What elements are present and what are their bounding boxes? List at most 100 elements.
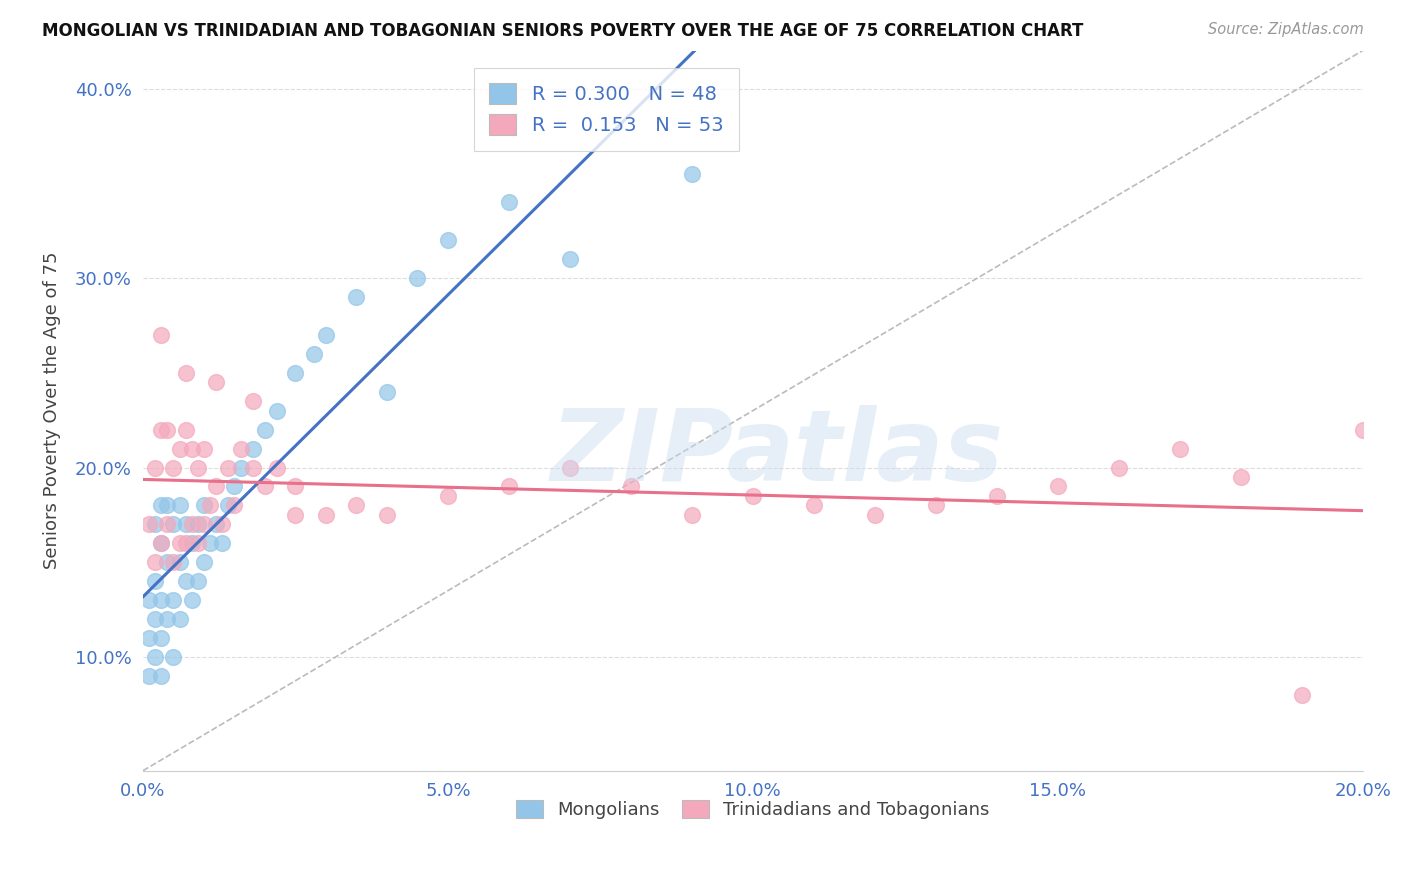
Point: [1229, 470, 1251, 484]
Point: [498, 195, 520, 210]
Point: [180, 536, 202, 550]
Point: [180, 593, 202, 607]
Point: [169, 499, 191, 513]
Point: [193, 442, 215, 456]
Point: [242, 460, 264, 475]
Point: [1351, 423, 1374, 437]
Point: [224, 479, 246, 493]
Point: [1168, 442, 1191, 456]
Point: [229, 460, 252, 475]
Point: [193, 555, 215, 569]
Point: [437, 233, 460, 247]
Point: [174, 574, 197, 589]
Point: [156, 555, 179, 569]
Point: [143, 612, 166, 626]
Point: [681, 508, 703, 522]
Point: [156, 612, 179, 626]
Point: [253, 479, 276, 493]
Point: [143, 460, 166, 475]
Y-axis label: Seniors Poverty Over the Age of 75: Seniors Poverty Over the Age of 75: [44, 252, 60, 569]
Point: [344, 499, 367, 513]
Point: [169, 442, 191, 456]
Point: [253, 423, 276, 437]
Point: [143, 574, 166, 589]
Point: [205, 517, 228, 532]
Point: [302, 347, 325, 361]
Point: [162, 517, 184, 532]
Point: [229, 442, 252, 456]
Point: [162, 650, 184, 665]
Point: [156, 499, 179, 513]
Point: [406, 271, 429, 285]
Point: [1108, 460, 1130, 475]
Point: [138, 631, 160, 645]
Point: [803, 499, 825, 513]
Point: [174, 423, 197, 437]
Point: [198, 536, 221, 550]
Point: [193, 517, 215, 532]
Point: [150, 536, 173, 550]
Point: [863, 508, 886, 522]
Point: [180, 442, 202, 456]
Text: MONGOLIAN VS TRINIDADIAN AND TOBAGONIAN SENIORS POVERTY OVER THE AGE OF 75 CORRE: MONGOLIAN VS TRINIDADIAN AND TOBAGONIAN …: [42, 22, 1084, 40]
Point: [156, 423, 179, 437]
Point: [169, 612, 191, 626]
Point: [169, 555, 191, 569]
Point: [925, 499, 948, 513]
Point: [1046, 479, 1069, 493]
Point: [150, 499, 173, 513]
Point: [211, 517, 233, 532]
Point: [375, 508, 398, 522]
Point: [375, 384, 398, 399]
Point: [205, 376, 228, 390]
Point: [150, 327, 173, 342]
Point: [143, 555, 166, 569]
Point: [217, 499, 239, 513]
Point: [138, 517, 160, 532]
Point: [242, 394, 264, 409]
Point: [138, 669, 160, 683]
Text: ZIPatlas: ZIPatlas: [551, 405, 1004, 502]
Point: [198, 499, 221, 513]
Point: [1291, 688, 1313, 702]
Point: [150, 669, 173, 683]
Point: [187, 517, 209, 532]
Point: [156, 517, 179, 532]
Point: [150, 423, 173, 437]
Point: [162, 593, 184, 607]
Point: [315, 508, 337, 522]
Point: [187, 536, 209, 550]
Point: [315, 327, 337, 342]
Point: [558, 252, 581, 266]
Point: [437, 489, 460, 503]
Point: [150, 631, 173, 645]
Point: [681, 167, 703, 181]
Point: [284, 479, 307, 493]
Point: [620, 479, 643, 493]
Point: [174, 366, 197, 380]
Point: [187, 460, 209, 475]
Point: [558, 460, 581, 475]
Point: [284, 508, 307, 522]
Point: [169, 536, 191, 550]
Legend: Mongolians, Trinidadians and Tobagonians: Mongolians, Trinidadians and Tobagonians: [509, 793, 997, 827]
Point: [986, 489, 1008, 503]
Point: [266, 403, 288, 417]
Point: [174, 517, 197, 532]
Point: [205, 479, 228, 493]
Point: [162, 460, 184, 475]
Point: [162, 555, 184, 569]
Point: [180, 517, 202, 532]
Point: [143, 650, 166, 665]
Point: [138, 593, 160, 607]
Point: [266, 460, 288, 475]
Point: [150, 593, 173, 607]
Point: [187, 574, 209, 589]
Text: Source: ZipAtlas.com: Source: ZipAtlas.com: [1208, 22, 1364, 37]
Point: [284, 366, 307, 380]
Point: [143, 517, 166, 532]
Point: [217, 460, 239, 475]
Point: [242, 442, 264, 456]
Point: [193, 499, 215, 513]
Point: [211, 536, 233, 550]
